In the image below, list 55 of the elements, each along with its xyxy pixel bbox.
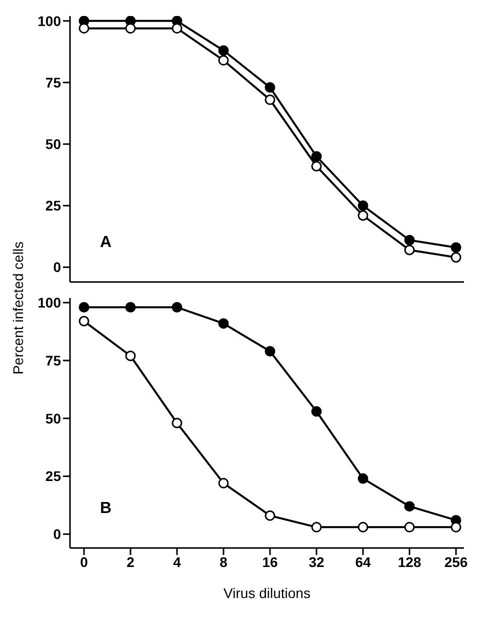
- annotation: B: [100, 500, 112, 518]
- y-tick-label: 50: [45, 410, 62, 426]
- y-tick-label: 25: [45, 198, 62, 214]
- point: [358, 522, 368, 532]
- y-tick-label: 50: [45, 136, 62, 152]
- point: [264, 346, 276, 356]
- point: [172, 418, 182, 428]
- x-tick-label: 64: [355, 554, 371, 570]
- y-tick-label: 25: [45, 468, 62, 484]
- x-tick-label: 16: [262, 554, 278, 570]
- point: [404, 501, 415, 512]
- point: [358, 473, 368, 484]
- y-axis-title: Percent infected cells: [10, 241, 26, 375]
- y-tick-label: 0: [53, 259, 62, 276]
- y-tick-label: 100: [38, 12, 62, 29]
- x-tick-label: 256: [444, 554, 468, 570]
- point: [172, 23, 182, 34]
- x-tick-label: 2: [126, 554, 135, 570]
- point: [404, 244, 415, 256]
- point: [311, 406, 322, 417]
- y-tick-label: 75: [45, 352, 62, 368]
- point: [78, 302, 90, 313]
- y-tick-label: 75: [45, 74, 62, 90]
- x-tick-label: 128: [398, 554, 422, 570]
- point: [172, 302, 182, 313]
- point: [218, 318, 229, 329]
- y-tick-label: 0: [53, 526, 62, 542]
- x-tick-label: 4: [173, 554, 182, 570]
- point: [311, 160, 322, 172]
- point: [218, 478, 229, 488]
- annotation: A: [100, 234, 112, 252]
- point: [125, 302, 136, 313]
- point: [264, 510, 276, 521]
- x-tick-label: 8: [220, 554, 228, 570]
- point: [450, 242, 462, 253]
- x-axis-title: Virus dilutions: [224, 585, 310, 601]
- point: [78, 23, 90, 34]
- point: [404, 234, 415, 246]
- point: [264, 82, 276, 93]
- point: [450, 252, 462, 263]
- point: [125, 350, 136, 362]
- point: [125, 23, 136, 34]
- point: [218, 55, 229, 66]
- point: [358, 210, 368, 221]
- point: [78, 316, 90, 326]
- point: [358, 200, 368, 211]
- x-tick-label: 0: [80, 554, 88, 570]
- point: [450, 522, 462, 532]
- y-tick-label: 100: [38, 294, 62, 311]
- x-tick-label: 32: [308, 554, 324, 570]
- point: [218, 45, 229, 56]
- point: [264, 94, 276, 105]
- point: [404, 522, 415, 532]
- point: [311, 151, 322, 162]
- point: [311, 522, 322, 532]
